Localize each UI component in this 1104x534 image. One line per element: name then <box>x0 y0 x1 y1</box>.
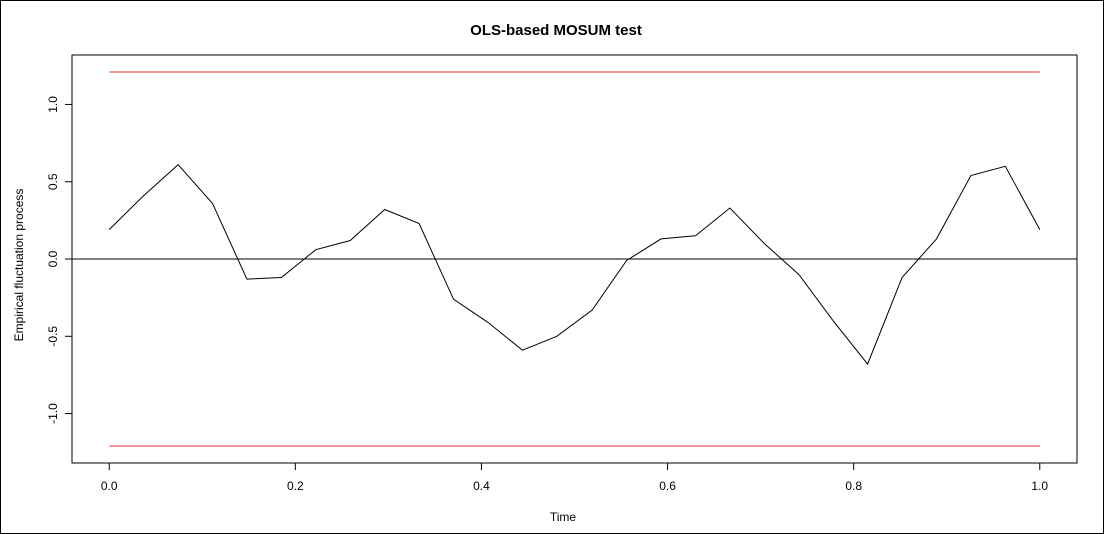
y-axis: -1.0 -0.5 0.0 0.5 1.0 <box>46 96 73 424</box>
chart-title: OLS-based MOSUM test <box>470 22 642 39</box>
y-tick-label: -1.0 <box>46 403 60 424</box>
y-tick-label: 1.0 <box>46 96 60 113</box>
y-tick-label: -0.5 <box>46 326 60 347</box>
x-tick-label: 0.4 <box>473 479 490 493</box>
x-tick-label: 0.6 <box>659 479 676 493</box>
x-tick-label: 0.8 <box>845 479 862 493</box>
y-tick-label: 0.5 <box>46 173 60 190</box>
y-axis-label: Empirical fluctuation process <box>12 189 26 342</box>
x-axis-label: Time <box>550 510 577 524</box>
x-axis: 0.0 0.2 0.4 0.6 0.8 1.0 <box>101 462 1048 493</box>
boundary-lines <box>109 71 1040 447</box>
fluctuation-process-line <box>108 163 1041 366</box>
x-tick-label: 0.2 <box>287 479 304 493</box>
series-layer <box>108 163 1041 366</box>
x-tick-label: 1.0 <box>1031 479 1048 493</box>
x-tick-label: 0.0 <box>101 479 118 493</box>
y-tick-label: 0.0 <box>46 250 60 267</box>
